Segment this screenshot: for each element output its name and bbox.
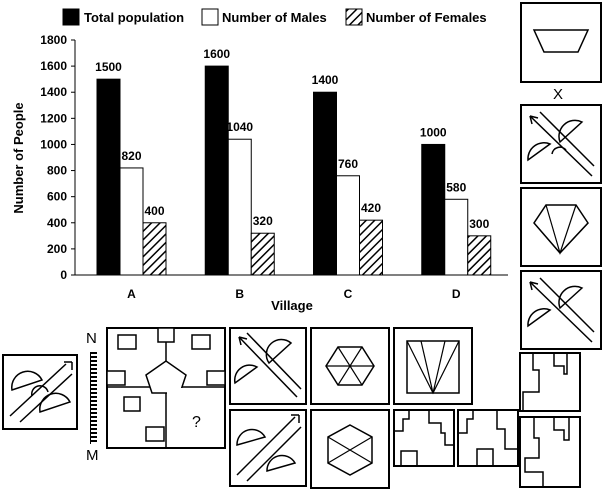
data-label-total-b: 1600 <box>203 47 230 61</box>
figure-pattern-small-1 <box>519 352 581 412</box>
figure-arrow-semicircles-2 <box>520 270 602 350</box>
figure-trapezium-box <box>520 2 602 83</box>
option-arrow-semicircles-2 <box>229 409 307 487</box>
figure-arrow-semicircles-1 <box>520 104 602 184</box>
bar-females-b <box>250 232 275 276</box>
chart-legend: Total population Number of Males Number … <box>62 8 487 26</box>
figure-x-label: X <box>553 86 564 103</box>
bar-total-d <box>421 143 446 276</box>
x-tick-label: D <box>452 287 461 301</box>
bar-females-c <box>359 219 383 276</box>
y-tick-label: 1000 <box>40 137 67 151</box>
data-label-males-d: 580 <box>446 180 466 194</box>
bar-females-a <box>142 222 167 276</box>
legend-swatch-total <box>62 8 80 26</box>
data-label-females-b: 320 <box>253 214 273 228</box>
option-pattern-2 <box>457 409 519 467</box>
y-tick-label: 0 <box>60 268 67 282</box>
bar-total-a <box>96 78 121 276</box>
option-hexagon-lines <box>310 409 390 489</box>
x-tick-label: C <box>344 287 353 301</box>
y-tick-label: 1400 <box>40 85 67 99</box>
x-tick-label: A <box>127 287 136 301</box>
bars: 1500 820 400 1600 1040 320 1400 760 420 1000 580 30… <box>95 47 492 276</box>
mirror-label-m: M <box>86 447 99 464</box>
legend-swatch-females <box>345 8 363 26</box>
y-axis-title: Number of People <box>11 102 26 213</box>
data-label-males-b: 1040 <box>226 120 253 134</box>
legend-label-males: Number of Males <box>222 10 327 25</box>
y-tick-label: 1200 <box>40 111 67 125</box>
x-axis-title: Village <box>271 298 313 313</box>
trapezium-shape <box>532 29 590 53</box>
data-label-females-c: 420 <box>361 201 381 215</box>
figure-pattern-puzzle: ? <box>106 327 226 449</box>
data-label-total-a: 1500 <box>95 60 122 74</box>
mirror-line <box>90 352 97 444</box>
bar-males-c <box>336 175 360 276</box>
bar-total-b <box>204 65 229 276</box>
population-bar-chart: Total population Number of Males Number … <box>11 8 508 313</box>
y-tick-label: 1600 <box>40 59 67 73</box>
mirror-label-n: N <box>86 330 97 347</box>
bar-total-c <box>313 91 337 276</box>
data-label-females-d: 300 <box>469 217 489 231</box>
option-triangle-square <box>393 327 473 405</box>
figure-arrow-semicircles-left <box>2 354 78 430</box>
bar-males-d <box>444 198 469 276</box>
data-label-males-a: 820 <box>121 149 141 163</box>
x-ticks: A B C D <box>127 287 461 301</box>
y-ticks: 0 200 400 600 800 1000 1200 1400 1600 1800 <box>40 33 75 282</box>
y-tick-label: 800 <box>47 164 67 178</box>
bar-males-a <box>119 167 144 276</box>
y-tick-label: 400 <box>47 216 67 230</box>
y-tick-label: 200 <box>47 242 67 256</box>
figure-pattern-small-2 <box>519 416 581 488</box>
legend-label-total: Total population <box>84 10 184 25</box>
option-pattern-1 <box>393 409 455 467</box>
y-tick-label: 1800 <box>40 33 67 47</box>
figure-gem <box>520 187 602 267</box>
y-tick-label: 600 <box>47 190 67 204</box>
data-label-males-c: 760 <box>338 157 358 171</box>
data-label-total-c: 1400 <box>312 73 339 87</box>
data-label-females-a: 400 <box>144 204 164 218</box>
bar-females-d <box>467 235 492 276</box>
legend-label-females: Number of Females <box>366 10 487 25</box>
question-mark: ? <box>192 414 201 431</box>
option-arrow-semicircles-1 <box>229 327 307 405</box>
legend-swatch-males <box>201 8 219 26</box>
data-label-total-d: 1000 <box>420 125 447 139</box>
bar-males-b <box>227 138 252 276</box>
x-tick-label: B <box>235 287 244 301</box>
option-hexagon-triangles <box>310 327 390 405</box>
